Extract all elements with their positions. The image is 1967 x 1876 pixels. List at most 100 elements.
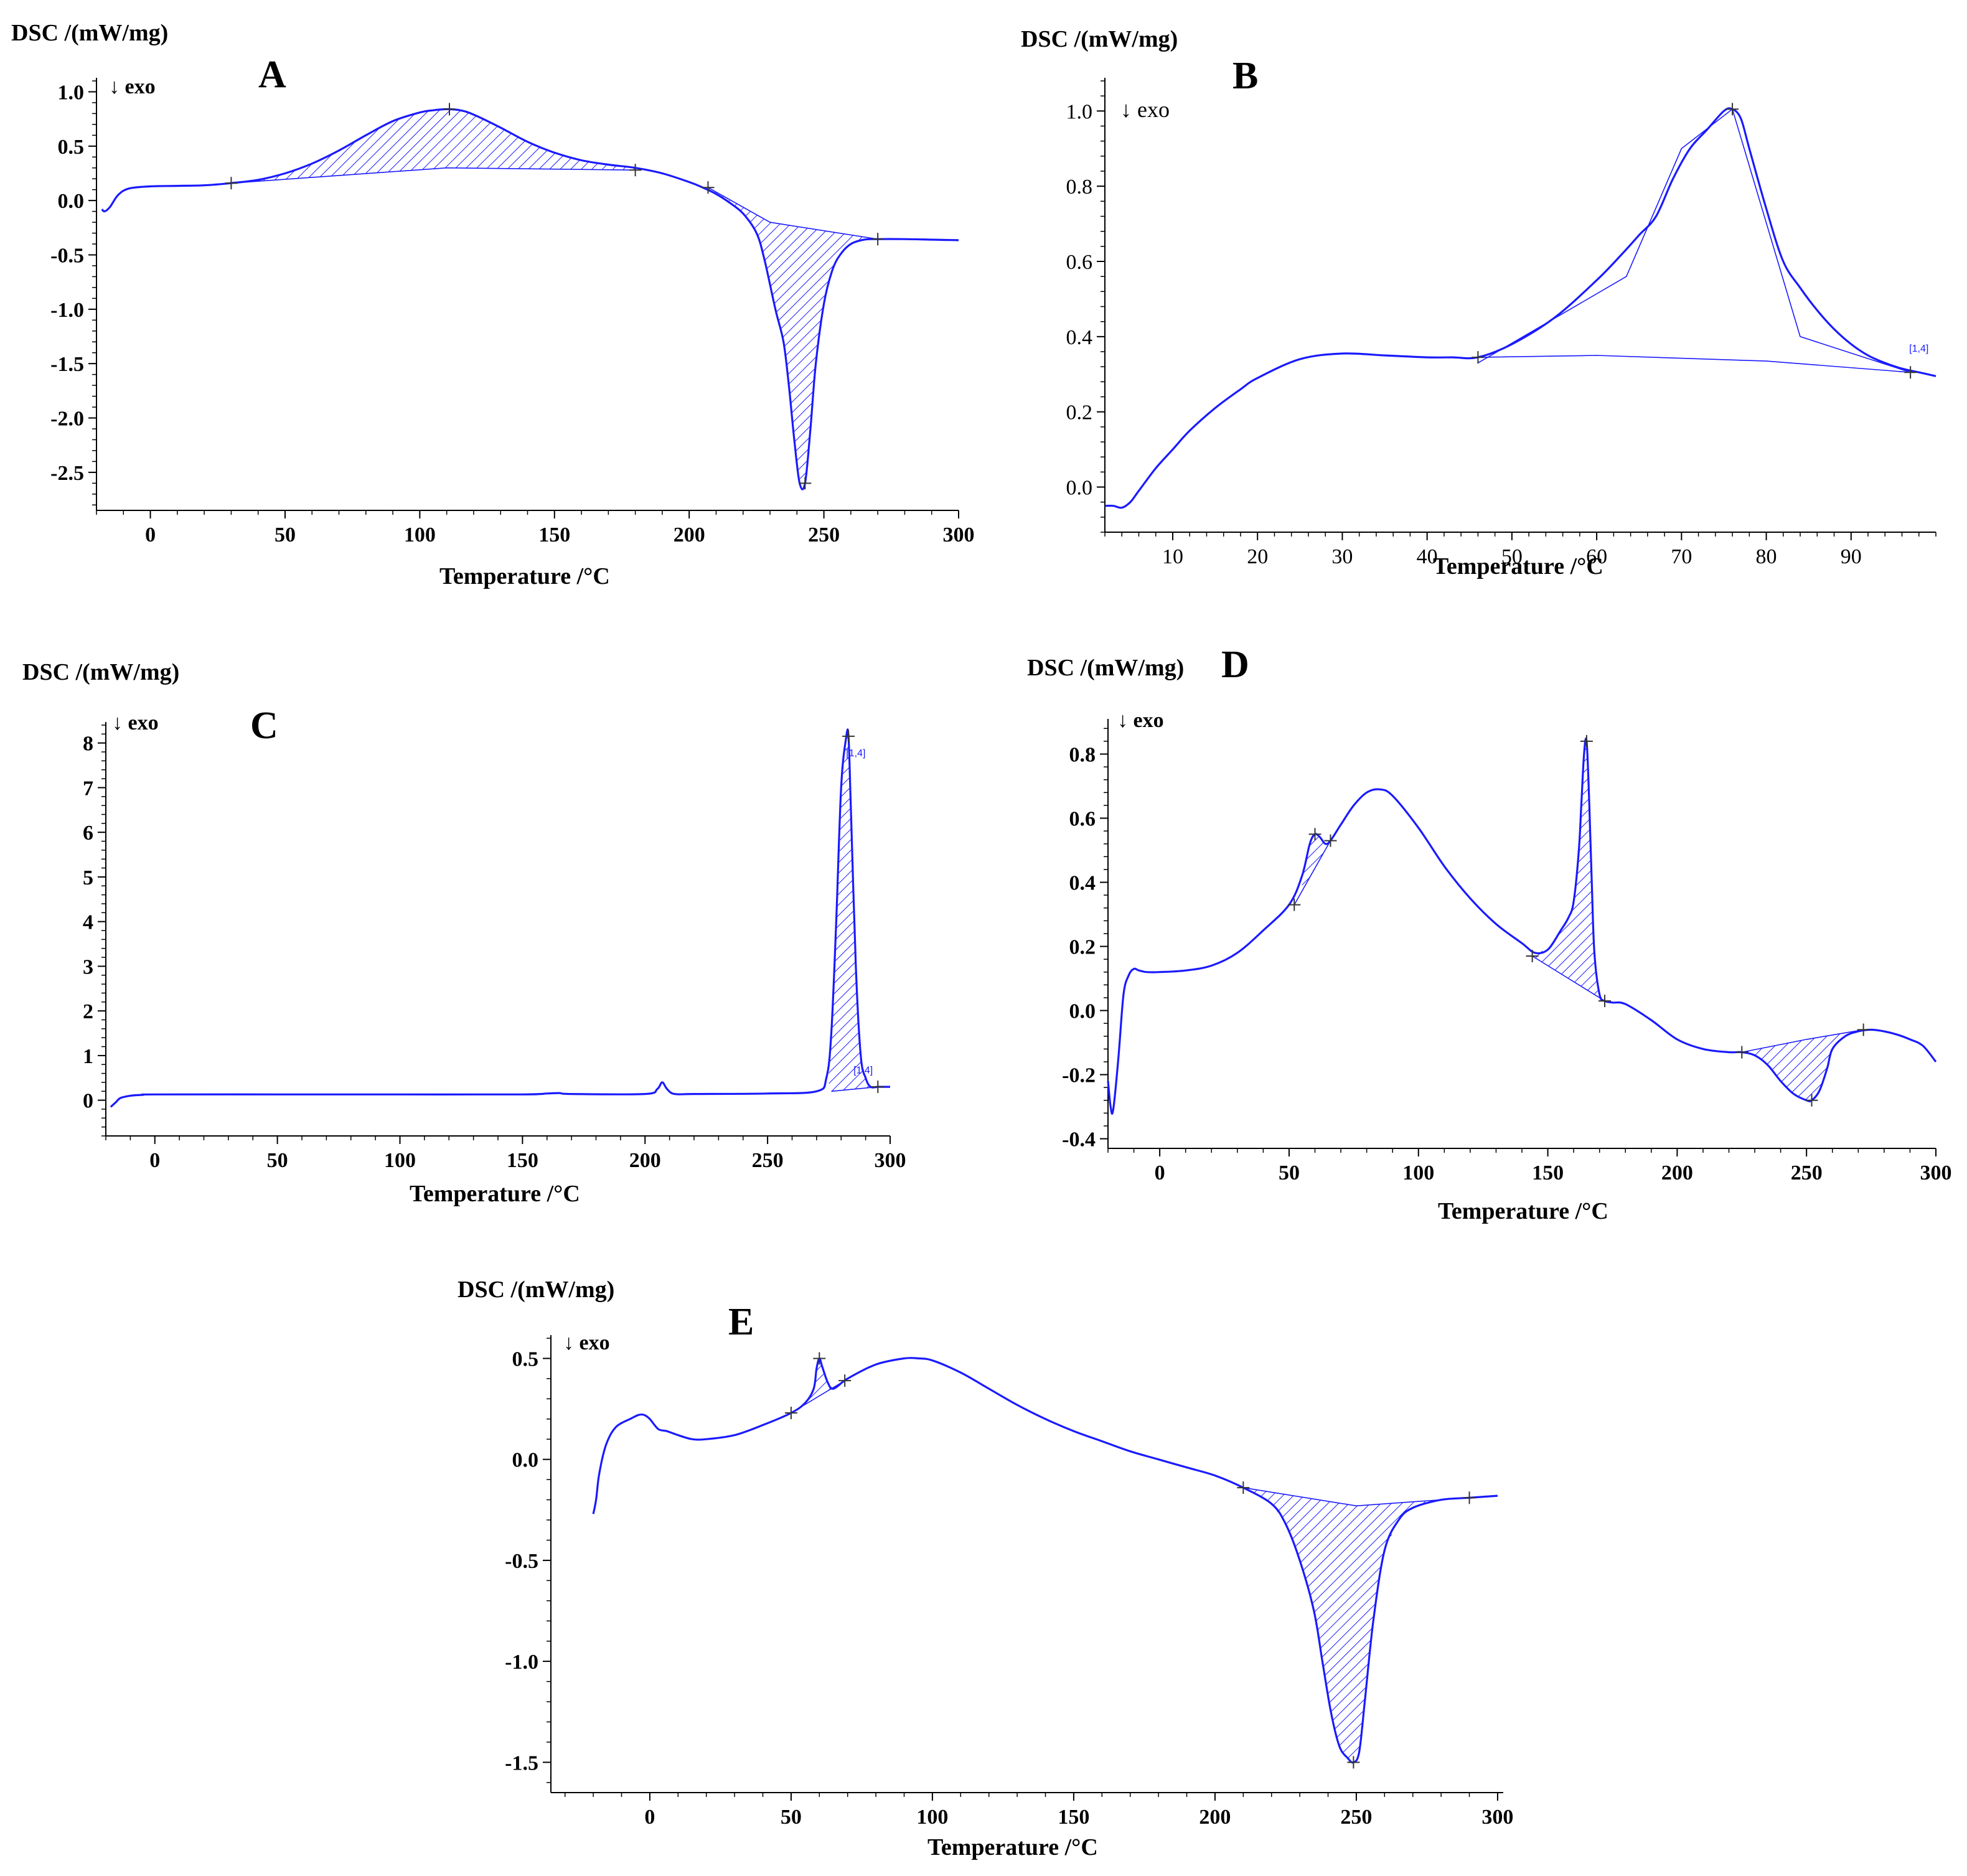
- x-tick-label-a: 250: [808, 523, 840, 546]
- exo-arrow-icon: ↓: [563, 1331, 574, 1354]
- marker-a: [702, 181, 715, 194]
- x-axis-label-d: Temperature /°C: [1438, 1198, 1608, 1224]
- x-tick-label-c: 200: [629, 1149, 661, 1172]
- marker-b: [1726, 103, 1739, 116]
- marker-d: [1857, 1023, 1870, 1036]
- y-tick-label-b: 0.6: [1066, 251, 1093, 274]
- x-tick-label-e: 0: [644, 1806, 655, 1829]
- exo-text-a: exo: [125, 75, 156, 98]
- x-tick-label-a: 150: [538, 523, 570, 546]
- dsc-curve-a: [101, 108, 959, 490]
- y-tick-label-c: 2: [83, 1000, 93, 1023]
- x-tick-label-b: 70: [1671, 545, 1692, 568]
- panel-c: C DSC /(mW/mg) Temperature /°C ↓ exo 0 50…: [22, 659, 906, 1207]
- x-tick-label-b: 80: [1756, 545, 1777, 568]
- x-tick-label-d: 0: [1155, 1161, 1165, 1184]
- marker-d: [1308, 828, 1322, 841]
- y-tick-label-c: 4: [83, 911, 93, 934]
- y-tick-label-d: 0.8: [1069, 744, 1096, 767]
- x-tick-label-e: 100: [916, 1806, 948, 1829]
- x-tick-label-a: 50: [275, 523, 296, 546]
- y-axis-label-b: DSC /(mW/mg): [1021, 26, 1178, 52]
- panel-letter-c: C: [250, 705, 278, 747]
- exo-label-d: ↓ exo: [1117, 709, 1164, 732]
- y-tick-label-d: -0.2: [1062, 1064, 1096, 1087]
- marker-b: [1904, 366, 1917, 379]
- marker-c: [842, 729, 855, 743]
- x-axis-label-a: Temperature /°C: [439, 563, 610, 589]
- y-tick-label-a: -1.5: [50, 353, 84, 376]
- y-tick-label-c: 6: [83, 822, 93, 845]
- y-tick-label-a: -2.5: [50, 462, 84, 485]
- y-tick-label-d: 0.4: [1069, 872, 1096, 895]
- x-axis-label-c: Temperature /°C: [410, 1181, 580, 1207]
- marker-d: [1324, 834, 1337, 847]
- x-tick-label-c: 50: [267, 1149, 288, 1172]
- marker-e: [1237, 1481, 1250, 1494]
- x-tick-label-a: 100: [404, 523, 436, 546]
- x-tick-label-b: 20: [1247, 545, 1268, 568]
- marker-e: [813, 1352, 826, 1365]
- x-tick-label-e: 250: [1340, 1806, 1372, 1829]
- marker-d: [1805, 1094, 1818, 1107]
- dsc-curve-b: [1104, 107, 1936, 509]
- x-tick-label-b: 10: [1162, 545, 1183, 568]
- panel-letter-b: B: [1232, 55, 1258, 97]
- exo-text-b: exo: [1137, 97, 1170, 122]
- panel-a: A DSC /(mW/mg) Temperature /°C ↓ exo 0 50…: [11, 20, 975, 589]
- peak-area-d-2: [1532, 741, 1605, 1001]
- y-tick-label-d: 0.6: [1069, 808, 1096, 831]
- y-tick-label-b: 0.8: [1066, 176, 1093, 199]
- marker-a: [443, 103, 456, 116]
- baseline-a-2: [708, 187, 878, 240]
- x-tick-label-c: 0: [149, 1149, 160, 1172]
- peak-area-a-1: [231, 109, 636, 184]
- panel-letter-e: E: [728, 1301, 754, 1343]
- x-tick-label-d: 100: [1402, 1161, 1434, 1184]
- annotation-c-2: [1,4]: [853, 1066, 873, 1076]
- marker-b: [1472, 351, 1485, 364]
- y-tick-label-d: 0.2: [1069, 936, 1096, 959]
- baseline-b-2: [1477, 108, 1911, 373]
- y-tick-label-a: 0.0: [58, 190, 85, 213]
- marker-e: [838, 1374, 852, 1387]
- y-tick-label-d: -0.4: [1062, 1128, 1096, 1151]
- x-axis-label-b: Temperature /°C: [1433, 553, 1603, 579]
- baseline-d-3: [1742, 1029, 1864, 1053]
- marker-a: [799, 477, 812, 490]
- y-tick-label-e: 0.5: [512, 1348, 539, 1371]
- panel-d: D DSC /(mW/mg) Temperature /°C ↓ exo 0 50…: [1027, 644, 1952, 1224]
- panel-letter-a: A: [258, 54, 286, 96]
- x-tick-label-a: 0: [145, 523, 156, 546]
- y-tick-label-a: -1.0: [50, 299, 84, 322]
- x-tick-label-c: 100: [384, 1149, 416, 1172]
- marker-e: [1463, 1491, 1476, 1504]
- x-tick-label-b: 40: [1417, 545, 1438, 568]
- baseline-d-2: [1532, 955, 1605, 1001]
- x-axis-label-e: Temperature /°C: [927, 1834, 1098, 1860]
- exo-text-e: exo: [580, 1331, 610, 1354]
- y-tick-label-c: 5: [83, 866, 93, 889]
- x-tick-label-d: 150: [1532, 1161, 1564, 1184]
- exo-text-d: exo: [1134, 709, 1164, 732]
- x-tick-label-d: 300: [1920, 1161, 1952, 1184]
- y-tick-label-b: 0.0: [1066, 477, 1093, 500]
- x-tick-label-a: 300: [943, 523, 975, 546]
- y-axis-label-a: DSC /(mW/mg): [11, 20, 168, 46]
- marker-a: [225, 177, 238, 190]
- y-axis-label-d: DSC /(mW/mg): [1027, 655, 1184, 681]
- x-tick-label-b: 30: [1331, 545, 1353, 568]
- marker-d: [1735, 1046, 1749, 1059]
- annotation-b-1: [1,4]: [1909, 344, 1928, 354]
- x-tick-label-b: 50: [1501, 545, 1523, 568]
- y-tick-label-e: -1.5: [505, 1752, 538, 1775]
- exo-label-a: ↓ exo: [109, 75, 156, 98]
- y-tick-label-a: 0.5: [58, 136, 85, 159]
- y-tick-label-b: 0.4: [1066, 326, 1093, 349]
- baseline-a-1: [231, 167, 636, 184]
- marker-d: [1598, 995, 1611, 1008]
- y-tick-label-a: -0.5: [50, 244, 84, 267]
- exo-arrow-icon: ↓: [1117, 709, 1128, 732]
- peak-area-e-2: [1243, 1488, 1470, 1762]
- marker-a: [629, 164, 642, 177]
